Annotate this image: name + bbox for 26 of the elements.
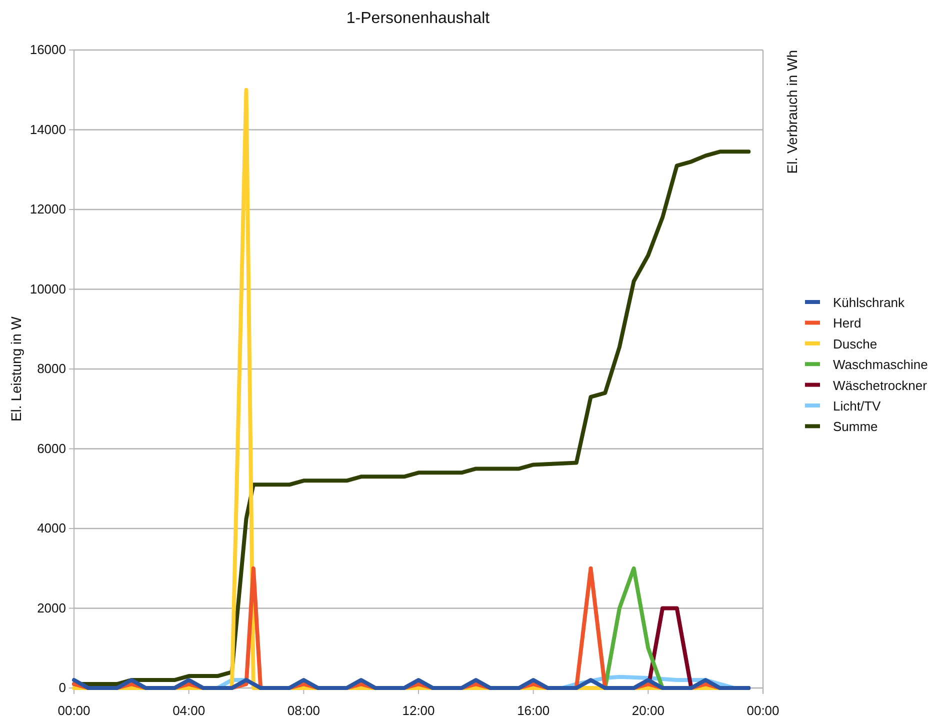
y-tick-label: 4000 [37,520,66,536]
y-tick-label: 16000 [30,42,66,58]
x-tick-label: 08:00 [287,703,320,718]
legend-label: Kühlschrank [833,295,906,310]
x-tick-label: 20:00 [632,703,664,718]
legend-label: Summe [833,419,878,434]
legend-label: Herd [833,316,862,331]
y-tick-label: 10000 [30,281,66,296]
y-tick-label: 8000 [37,361,66,376]
chart-title: 1-Personenhaushalt [346,10,490,27]
y2-axis-title: El. Verbrauch in Wh [784,50,800,174]
x-tick-label: 04:00 [172,703,206,718]
y-axis-title: El. Leistung in W [8,316,24,422]
y-tick-label: 12000 [30,202,66,217]
x-tick-label: 00:00 [746,703,780,718]
x-tick-label: 00:00 [58,703,90,718]
x-tick-label: 12:00 [402,703,435,718]
y-tick-label: 2000 [37,600,66,616]
legend-label: Waschmaschine [833,357,928,372]
legend-label: Licht/TV [833,398,882,414]
legend-label: Wäschetrockner [833,378,928,393]
y-tick-label: 6000 [37,440,66,456]
y-tick-label: 14000 [30,122,66,137]
x-tick-label: 16:00 [517,703,550,718]
y-tick-label: 0 [58,680,66,696]
legend-label: Dusche [833,336,878,352]
